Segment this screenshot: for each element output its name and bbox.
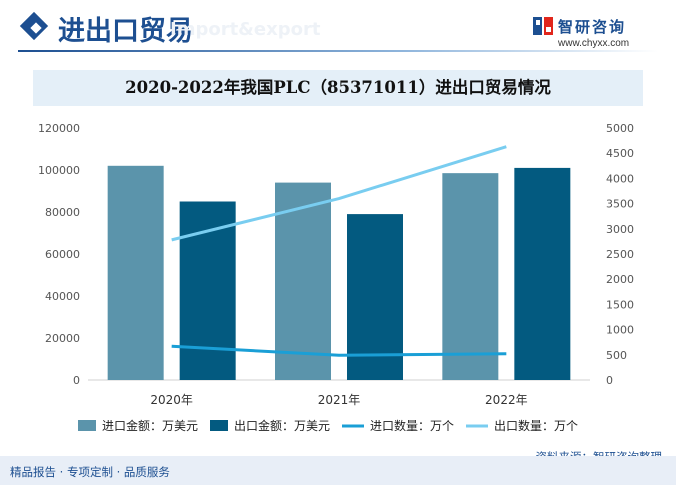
line-export-qty xyxy=(171,145,507,242)
y-left-tick-label: 0 xyxy=(73,374,80,387)
section-watermark: Import&export xyxy=(170,19,321,40)
y-right-tick-label: 1500 xyxy=(606,298,634,311)
bar-export-amount xyxy=(514,167,571,380)
y-right-tick-label: 3000 xyxy=(606,223,634,236)
legend-swatch xyxy=(78,420,96,431)
brand-name: 智研咨询 xyxy=(558,18,627,36)
x-tick-label: 2022年 xyxy=(485,393,528,407)
y-right-tick-label: 2000 xyxy=(606,273,634,286)
footer: 精品报告 · 专项定制 · 品质服务 xyxy=(0,456,676,485)
legend-swatch xyxy=(210,420,228,431)
x-tick-label: 2021年 xyxy=(318,393,361,407)
header-divider xyxy=(18,50,658,52)
legend-label: 出口金额：万美元 xyxy=(234,418,330,433)
y-right-tick-label: 1000 xyxy=(606,324,634,337)
y-left-tick-label: 80000 xyxy=(45,206,80,219)
y-left-tick-label: 60000 xyxy=(45,248,80,261)
legend-label: 进口数量：万个 xyxy=(370,418,454,433)
brand-logo-icon xyxy=(533,17,553,35)
x-tick-label: 2020年 xyxy=(150,393,193,407)
section-title: 进出口贸易 xyxy=(58,16,193,47)
y-right-tick-label: 5000 xyxy=(606,122,634,135)
y-right-tick-label: 0 xyxy=(606,374,613,387)
brand-url: www.chyxx.com xyxy=(558,38,630,49)
y-right-tick-label: 500 xyxy=(606,349,627,362)
brand: 智研咨询 www.chyxx.com xyxy=(532,14,650,54)
bar-import-amount xyxy=(275,182,331,380)
bar-import-amount xyxy=(107,165,164,380)
y-left-tick-label: 120000 xyxy=(38,122,80,135)
chart-title: 2020-2022年我国PLC（85371011）进出口贸易情况 xyxy=(125,78,551,97)
legend-label: 出口数量：万个 xyxy=(494,418,578,433)
y-left-tick-label: 20000 xyxy=(45,332,80,345)
line-import-qty xyxy=(171,344,507,357)
chart-title-band: 2020-2022年我国PLC（85371011）进出口贸易情况 xyxy=(33,70,643,106)
y-left-tick-label: 100000 xyxy=(38,164,80,177)
bar-export-amount xyxy=(179,201,236,380)
bar-import-amount xyxy=(442,173,499,380)
y-right-tick-label: 4000 xyxy=(606,172,634,185)
y-right-tick-label: 2500 xyxy=(606,248,634,261)
y-right-tick-label: 4500 xyxy=(606,147,634,160)
footer-tagline: 精品报告 · 专项定制 · 品质服务 xyxy=(10,465,170,479)
legend-label: 进口金额：万美元 xyxy=(102,418,198,433)
header: 进出口贸易 Import&export 智研咨询 www.chyxx.com xyxy=(0,0,676,62)
y-left-tick-label: 40000 xyxy=(45,290,80,303)
y-right-tick-label: 3500 xyxy=(606,198,634,211)
chart: 0 20000 40000 60000 80000 100000 120000 0 500 100… xyxy=(38,122,634,433)
bar-export-amount xyxy=(347,214,403,380)
